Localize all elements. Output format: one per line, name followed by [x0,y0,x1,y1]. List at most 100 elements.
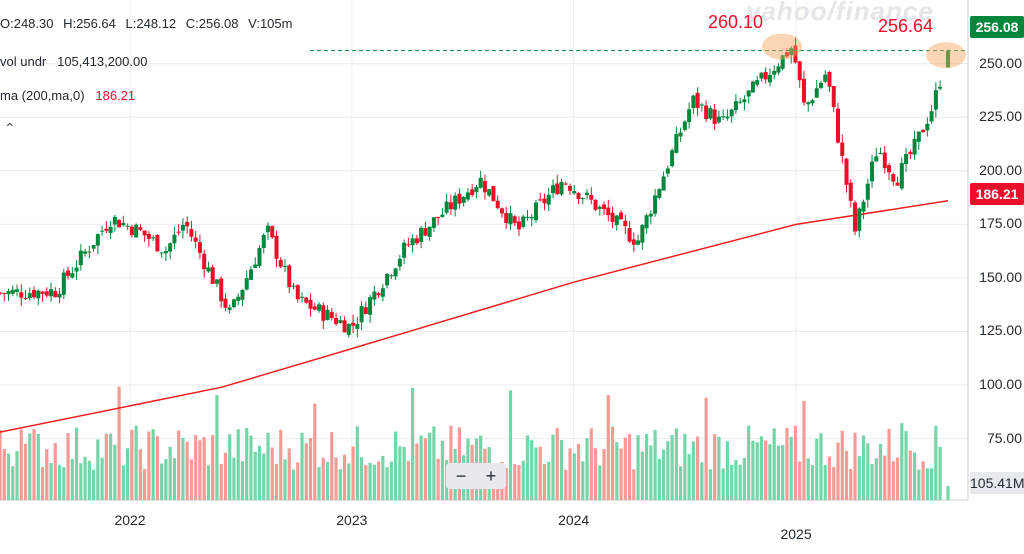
ohlc-readout: O:248.30 H:256.64 L:248.12 C:256.08 V:10… [0,16,298,31]
volume-bar [6,453,11,500]
candle-body [0,292,2,294]
volume-bar [364,465,368,500]
volume-bar [802,400,806,500]
candle-body [568,185,573,191]
candle-body [53,290,58,298]
candle-body [138,227,143,230]
candle-body [763,71,768,80]
candle-body [878,153,883,155]
volume-bar [240,461,245,500]
candle-body [134,224,139,238]
volume-bar [657,458,661,500]
volume-bar [440,440,444,500]
candle-body [283,265,288,267]
candle-body [125,225,130,227]
x-tick-label: 2022 [114,512,146,528]
volume-bar [764,440,768,500]
candle-body [419,227,424,242]
candle-body [436,216,441,219]
volume-bar [325,461,330,500]
zoom-out-button[interactable]: − [455,465,467,486]
candle-body [682,121,687,130]
open-value: O:248.30 [0,16,54,31]
volume-bar [832,467,836,500]
candle-body [891,174,896,182]
candle-body [329,312,334,319]
candle-body [287,265,292,288]
candle-body [857,208,862,231]
recent-marker [926,42,966,69]
candle-body [334,317,339,324]
volume-bar [730,464,734,500]
volume-bar [87,460,91,500]
volume-bar [717,436,721,500]
candle-body [274,235,279,259]
candle-body [66,270,71,276]
candle-body [40,291,45,294]
candle-body [210,267,215,284]
volume-bar [525,435,530,500]
candle-body [325,309,330,321]
volume-bar [194,435,198,500]
candle-body [767,74,772,83]
candle-body [100,230,105,232]
candle-body [870,161,875,182]
volume-bar [134,425,138,500]
candle-body [784,52,789,57]
chevron-up-icon[interactable]: ⌃ [4,120,16,136]
volume-bar [143,469,147,500]
candle-body [712,109,717,124]
volume-bar [347,463,351,500]
zoom-controls: − + [446,463,506,489]
candle-body [397,258,402,267]
candle-body [933,90,938,110]
candle-body [27,293,32,299]
candle-body [853,202,858,232]
volume-bar [66,433,70,500]
candle-body [904,154,909,164]
volume-bar [155,436,159,500]
candle-body [619,212,624,220]
x-tick-label: 2025 [780,526,812,542]
zoom-in-button[interactable]: + [485,465,497,486]
candle-body [865,183,870,200]
candle-body [776,66,781,73]
volume-bar [887,428,891,500]
candle-body [746,90,751,97]
volume-bar [921,461,925,500]
candle-body [759,72,764,79]
volume-bar [130,429,134,500]
volume-bar [866,443,870,500]
candle-body [563,183,568,185]
volume-bar [589,428,593,500]
candle-body [708,108,713,119]
candle-body [363,307,368,314]
volume-bar [606,395,610,500]
volume-bar [411,387,415,500]
candle-body [261,235,266,249]
volume-bar [696,436,700,500]
candle-body [270,226,275,238]
candle-body [627,228,632,242]
candle-body [831,86,836,108]
volume-bar [704,397,708,500]
candle-body [49,289,54,297]
volume-bar [2,449,6,500]
volume-bar [419,435,423,500]
ma200-line [0,200,949,433]
candle-body [623,220,628,227]
candle-body [10,289,15,294]
candle-body [308,299,313,309]
volume-bar [644,434,649,500]
volume-bar [610,426,615,500]
volume-bar [683,433,687,500]
volume-bar [585,438,589,500]
candle-body [23,298,28,300]
volume-bar [45,449,49,500]
candle-body [185,221,190,227]
y-tick-label: 100.00 [979,376,1022,393]
candle-body [533,202,538,221]
volume-bar [291,469,296,500]
volume-bar [598,465,602,500]
